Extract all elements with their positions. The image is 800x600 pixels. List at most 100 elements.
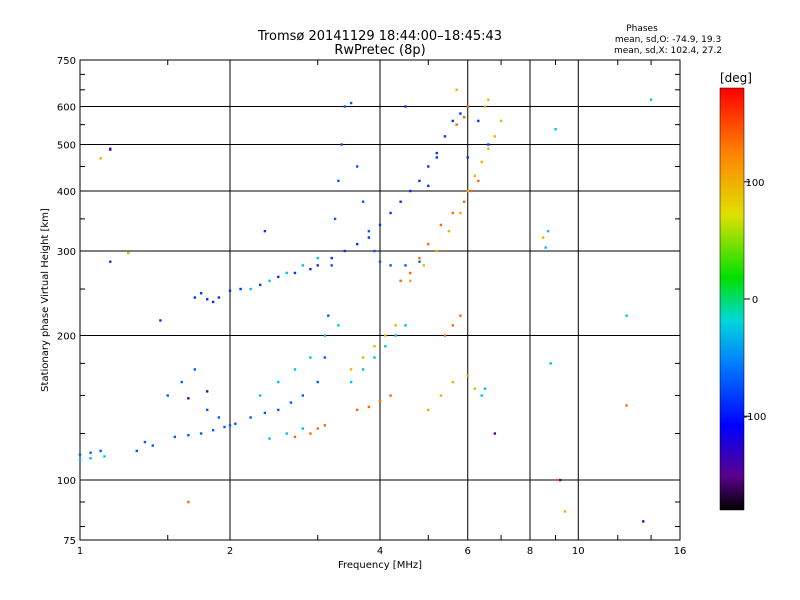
data-point — [487, 143, 490, 146]
legend-title: Phases — [626, 24, 658, 34]
data-point — [384, 345, 387, 348]
data-point — [249, 287, 252, 291]
data-point — [337, 179, 340, 183]
data-point — [625, 404, 628, 407]
data-point — [493, 135, 497, 138]
legend-line-o: mean, sd,O: -74.9, 19.3 — [615, 35, 721, 45]
data-point — [404, 264, 407, 267]
data-point — [480, 160, 483, 164]
data-point — [309, 432, 312, 435]
data-point — [228, 424, 232, 427]
data-point — [349, 380, 353, 384]
data-point — [234, 422, 237, 425]
data-point — [277, 408, 280, 412]
data-point — [559, 478, 562, 482]
y-tick-label: 500 — [57, 141, 76, 152]
data-point — [277, 380, 280, 384]
data-point — [277, 275, 280, 279]
data-point — [327, 314, 330, 317]
data-point — [459, 314, 462, 317]
data-point — [422, 264, 426, 267]
data-point — [483, 387, 487, 390]
data-point — [205, 408, 209, 412]
data-point — [466, 189, 469, 193]
data-point — [487, 147, 490, 150]
data-point — [78, 458, 82, 462]
y-tick-label: 750 — [57, 56, 76, 67]
data-point — [541, 236, 545, 239]
data-point — [409, 189, 412, 193]
data-point — [427, 165, 430, 168]
data-point — [166, 394, 169, 397]
data-point — [462, 116, 466, 119]
data-point — [259, 394, 262, 397]
data-point — [217, 296, 221, 299]
y-axis-label: Stationary phase Virtual Height [km] — [40, 208, 51, 392]
data-point — [427, 242, 430, 246]
data-point — [625, 314, 628, 317]
colorbar-tick-label: 0 — [752, 295, 758, 306]
data-point — [435, 156, 438, 159]
data-point — [361, 368, 365, 371]
data-point — [399, 279, 402, 283]
data-point — [649, 98, 653, 101]
data-point — [373, 249, 376, 253]
data-point — [367, 236, 371, 239]
data-point — [316, 264, 319, 267]
data-point — [477, 119, 480, 123]
data-point — [563, 510, 567, 513]
data-point — [239, 287, 242, 291]
x-tick-label: 8 — [527, 546, 533, 557]
data-point — [399, 200, 402, 203]
data-point — [78, 453, 82, 456]
data-point — [404, 324, 407, 327]
data-point — [378, 399, 382, 403]
data-point — [293, 435, 297, 439]
data-point — [103, 455, 106, 458]
chart-title: Tromsø 20141129 18:44:00–18:45:43 — [257, 29, 502, 44]
data-point — [470, 189, 473, 193]
data-point — [451, 119, 455, 123]
data-point — [418, 256, 421, 260]
data-point — [451, 324, 455, 327]
data-point — [459, 211, 462, 215]
x-axis-ticks: 1 2 4 6 8 10 16 — [77, 60, 686, 557]
grid-lines — [80, 60, 680, 540]
data-point — [394, 324, 397, 327]
data-point — [480, 394, 483, 397]
colorbar-ticks: 100 0 -100 — [744, 178, 767, 423]
scatter-points — [78, 88, 653, 523]
data-point — [361, 200, 365, 203]
y-axis-ticks: 75 100 200 300 400 500 600 750 — [57, 56, 680, 547]
data-point — [289, 401, 293, 404]
chart-subtitle: RwPretec (8p) — [334, 43, 425, 58]
data-point — [394, 334, 397, 337]
data-point — [483, 105, 487, 108]
data-point — [99, 449, 102, 453]
data-point — [367, 405, 371, 409]
data-point — [263, 411, 267, 415]
data-point — [361, 356, 365, 359]
y-tick-label: 400 — [57, 187, 76, 198]
data-point — [187, 500, 190, 504]
colorbar — [719, 87, 745, 511]
data-point — [451, 211, 455, 215]
data-point — [378, 223, 382, 227]
data-point — [642, 520, 645, 523]
data-point — [316, 427, 319, 430]
data-point — [493, 432, 497, 435]
data-point — [199, 432, 203, 435]
data-point — [301, 394, 305, 397]
data-point — [135, 449, 138, 453]
data-point — [309, 356, 312, 359]
data-point — [217, 416, 221, 419]
data-point — [443, 334, 447, 337]
x-tick-label: 10 — [572, 546, 585, 557]
data-point — [443, 135, 447, 138]
data-point — [455, 123, 458, 126]
data-point — [199, 292, 203, 295]
data-point — [355, 408, 359, 412]
data-point — [109, 260, 112, 263]
data-point — [173, 435, 177, 439]
data-point — [373, 345, 376, 348]
